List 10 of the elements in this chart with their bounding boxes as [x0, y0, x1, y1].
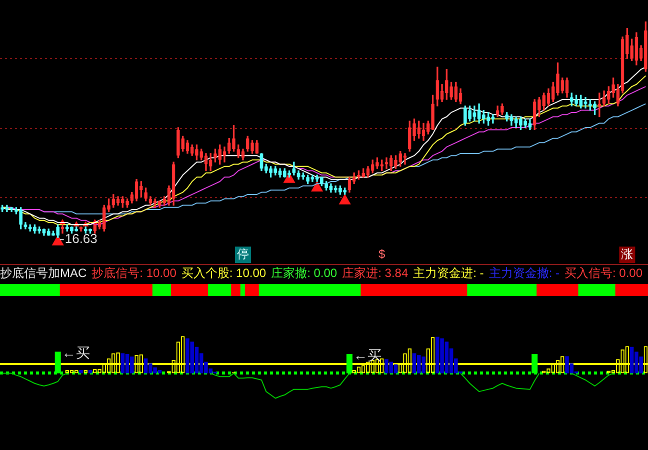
- text: 主力资金进: -: [413, 266, 484, 280]
- annotation: ←买: [353, 346, 382, 363]
- chart-title: 抄底信号加MAC: [0, 266, 87, 280]
- annotation: ←买: [62, 344, 90, 361]
- text: 主力资金撤: -: [488, 266, 560, 280]
- text: 庄家撤: 0.00: [271, 266, 338, 280]
- text: 庄家进: 3.84: [342, 266, 408, 280]
- text: 抄底信号: 10.00: [92, 266, 176, 280]
- text: 买入信号: 0.00: [564, 266, 643, 280]
- text: 买入个股: 10.00: [181, 266, 266, 280]
